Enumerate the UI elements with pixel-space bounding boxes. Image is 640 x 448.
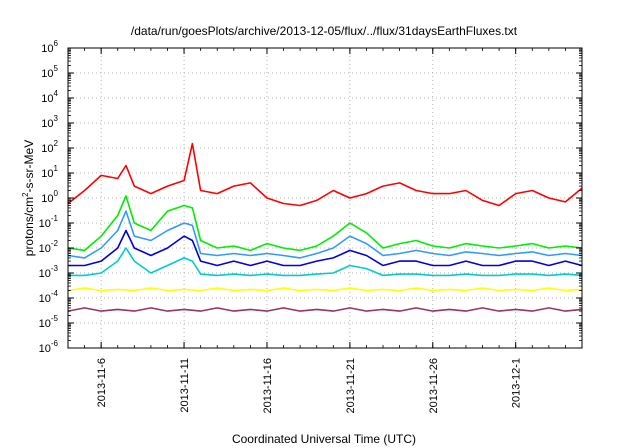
y-tick-label-base: 10 — [39, 243, 51, 255]
y-tick-label-base: 10 — [41, 193, 53, 205]
y-tick-label-base: 10 — [39, 293, 51, 305]
y-tick-label-base: 10 — [41, 143, 53, 155]
y-tick-label-exp: -4 — [51, 289, 59, 298]
x-tick-marks — [84, 48, 566, 348]
y-tick-label: 105 — [41, 64, 58, 80]
y-tick-label: 106 — [41, 39, 58, 55]
y-tick-label-base: 10 — [41, 93, 53, 105]
y-tick-label: 10-6 — [39, 339, 59, 355]
y-axis-label-rest: -s-sr-MeV — [22, 140, 36, 193]
y-tick-label-exp: -1 — [51, 214, 59, 223]
y-tick-label-exp: 4 — [54, 89, 59, 98]
y-tick-labels: 10-610-510-410-310-210-11001011021031041… — [39, 39, 59, 355]
y-tick-label: 10-3 — [39, 264, 59, 280]
x-tick-label: 2013-11-11 — [179, 358, 191, 413]
y-tick-label-base: 10 — [41, 43, 53, 55]
y-tick-label: 104 — [41, 89, 58, 105]
series-line — [67, 195, 583, 252]
y-tick-label-exp: 2 — [54, 139, 59, 148]
y-tick-label: 101 — [41, 164, 58, 180]
y-tick-label: 10-4 — [39, 289, 59, 305]
series-line — [68, 247, 583, 277]
y-axis-label-base: protons/cm — [22, 197, 36, 256]
y-tick-label-exp: -3 — [51, 264, 59, 273]
y-tick-label-base: 10 — [39, 318, 51, 330]
y-tick-label-base: 10 — [39, 343, 51, 355]
y-tick-label-exp: -6 — [51, 339, 59, 348]
y-tick-label-exp: 3 — [54, 114, 59, 123]
series-line — [68, 229, 583, 267]
x-tick-labels: 2013-11-6 2013-11-11 2013-11-16 2013-11-21 2… — [96, 358, 523, 413]
series-line — [67, 210, 583, 259]
y-axis-label: protons/cm2-s-sr-MeV — [21, 140, 36, 256]
x-tick-label: 2013-12-1 — [511, 358, 523, 408]
series-line — [67, 287, 583, 292]
y-tick-label-base: 10 — [41, 118, 53, 130]
grid-lines — [68, 48, 582, 348]
series-line — [67, 307, 583, 312]
series-line — [67, 142, 583, 207]
y-tick-label-exp: -2 — [51, 239, 59, 248]
y-tick-label: 100 — [41, 189, 58, 205]
x-tick-label: 2013-11-6 — [96, 358, 108, 407]
chart-title: /data/run/goesPlots/archive/2013-12-05/f… — [131, 24, 518, 38]
x-axis-label: Coordinated Universal Time (UTC) — [232, 432, 416, 446]
y-tick-label: 103 — [41, 114, 58, 130]
y-tick-label-exp: 5 — [54, 64, 59, 73]
x-tick-label: 2013-11-21 — [345, 358, 357, 413]
y-tick-label: 10-2 — [39, 239, 59, 255]
y-tick-label-base: 10 — [39, 268, 51, 280]
y-tick-label-base: 10 — [41, 168, 53, 180]
y-tick-label: 10-1 — [39, 214, 59, 230]
y-tick-label-base: 10 — [39, 218, 51, 230]
y-tick-label-exp: -5 — [51, 314, 59, 323]
series-group — [67, 142, 583, 312]
y-axis-label-sup: 2 — [21, 192, 30, 197]
x-tick-label: 2013-11-16 — [262, 358, 274, 413]
y-tick-label-exp: 1 — [54, 164, 59, 173]
y-tick-label-base: 10 — [41, 68, 53, 80]
x-tick-label: 2013-11-26 — [428, 358, 440, 413]
y-tick-label: 102 — [41, 139, 58, 155]
y-tick-label: 10-5 — [39, 314, 59, 330]
y-tick-label-exp: 6 — [54, 39, 59, 48]
y-tick-marks — [68, 47, 582, 349]
y-tick-label-exp: 0 — [54, 189, 59, 198]
